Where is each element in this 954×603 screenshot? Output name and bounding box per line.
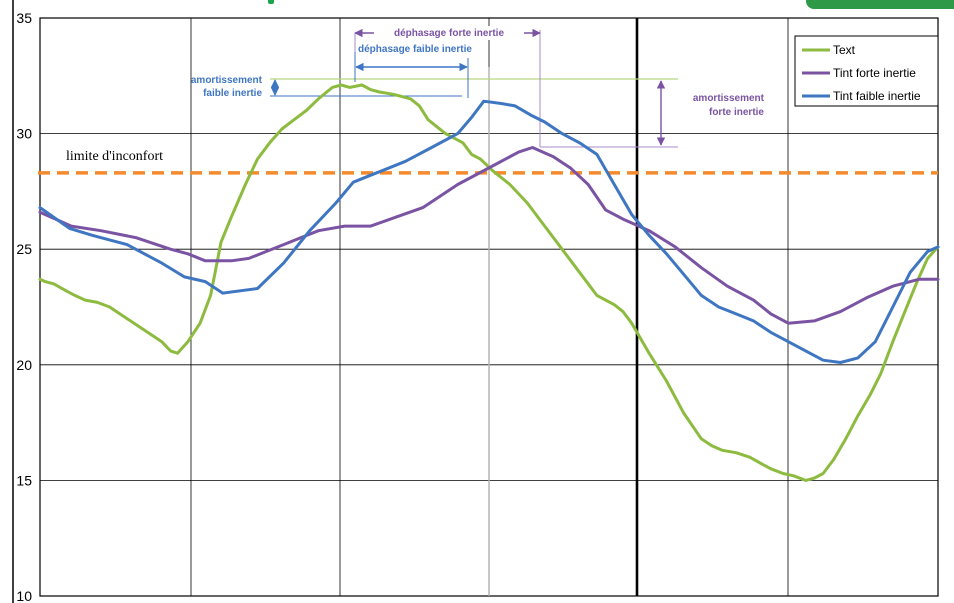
series-line-0: [38, 83, 940, 482]
annotation-guides: [270, 30, 678, 148]
y-tick-label: 20: [16, 357, 32, 373]
corner-tab: [806, 0, 954, 9]
y-axis-ticks: 10 15 20 25 30 35: [16, 10, 32, 603]
series-line-2: [38, 99, 940, 364]
legend-entry-0: Text: [833, 43, 856, 57]
grid: [12, 0, 939, 603]
y-tick-label: 30: [16, 126, 32, 142]
limit-inconfort-label: limite d'inconfort: [66, 149, 163, 164]
dephasage-forte-label: déphasage forte inertie: [394, 28, 504, 39]
amortissement-faible-label-2: faible inertie: [203, 88, 262, 99]
amortissement-forte-label-2: forte inertie: [709, 107, 764, 118]
legend-entry-2: Tint faible inertie: [833, 89, 921, 103]
limit-line-group: limite d'inconfort: [38, 149, 938, 175]
legend-box: [794, 35, 939, 107]
legend: Text Tint forte inertie Tint faible inerti…: [794, 35, 939, 107]
cropped-title-fragment: [268, 0, 274, 4]
series-line-1: [38, 146, 940, 325]
amortissement-faible-label-1: amortissement: [191, 75, 263, 86]
dephasage-forte-label-bg: [374, 26, 524, 40]
legend-entry-1: Tint forte inertie: [833, 66, 916, 80]
series-lines: [38, 83, 940, 482]
dephasage-faible-label: déphasage faible inertie: [358, 44, 472, 55]
y-tick-label: 15: [16, 472, 32, 488]
y-tick-label: 35: [16, 10, 32, 26]
amortissement-forte-label-1: amortissement: [693, 93, 765, 104]
y-tick-label: 10: [16, 588, 32, 603]
annotations: déphasage forte inertie déphasage faible …: [191, 26, 765, 146]
y-tick-label: 25: [16, 241, 32, 257]
